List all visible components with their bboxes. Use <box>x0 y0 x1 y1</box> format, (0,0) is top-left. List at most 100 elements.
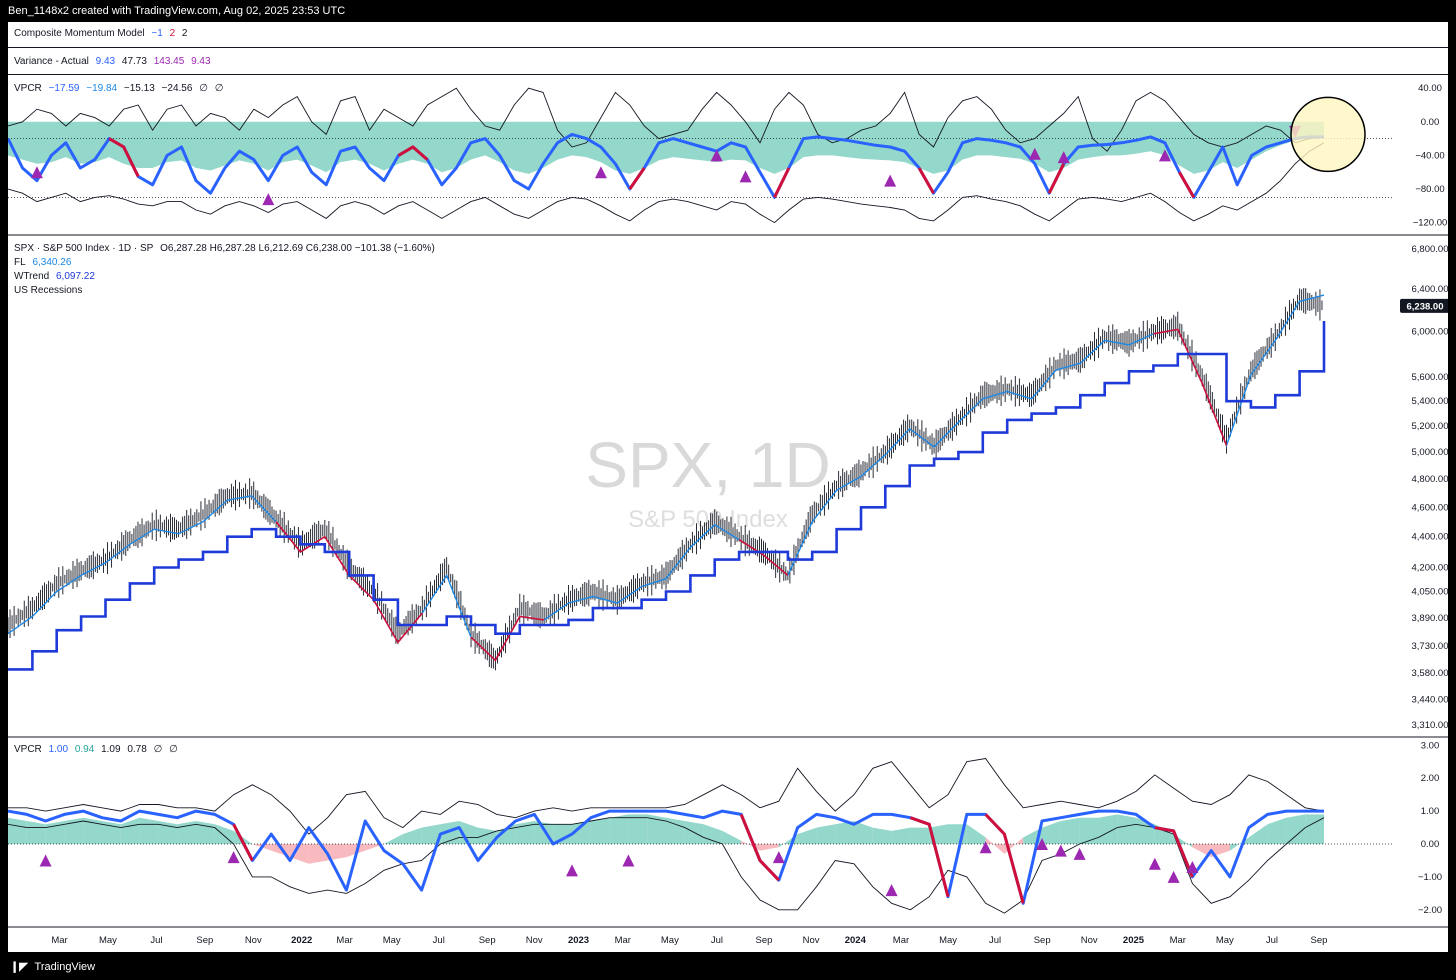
vpcr-bottom-y-tick: −2.00 <box>1418 905 1442 916</box>
date-tick-label: Sep <box>1034 935 1051 946</box>
vpcr-bottom-v2: 0.94 <box>74 744 95 755</box>
wtrend-legend[interactable]: WTrend 6,097.22 <box>14 271 99 282</box>
vpcr-bottom-line <box>8 809 1324 905</box>
vpcr-top-v6: ∅ <box>214 83 224 94</box>
vpcr-top-red-segment <box>628 167 646 190</box>
vpcr-bottom-fill <box>290 844 309 864</box>
signal-up-triangle-icon <box>262 193 275 206</box>
highlight-circle <box>1290 96 1366 173</box>
price-y-tick: 6,400.00 <box>1412 284 1448 295</box>
signal-up-triangle-icon <box>1186 861 1199 874</box>
pane-divider[interactable] <box>8 74 1448 75</box>
vpcr-bottom-red-segment <box>739 813 780 882</box>
date-tick-label: Mar <box>336 935 352 946</box>
vpcr-top-name: VPCR <box>14 83 42 94</box>
vpcr-top-red-segment <box>1047 163 1066 194</box>
price-ohlc: O6,287.28 H6,287.28 L6,212.69 C6,238.00 … <box>160 243 435 254</box>
price-y-tick: 5,200.00 <box>1412 421 1448 432</box>
vpcr-bottom-fill <box>402 827 422 845</box>
vpcr-bottom-y-tick: −1.00 <box>1418 872 1442 883</box>
vpcr-bottom-fill <box>1117 814 1136 845</box>
vpcr-bottom-upper-band <box>8 758 1325 835</box>
vpcr-top-v3: −15.13 <box>123 83 155 94</box>
price-legend-line1[interactable]: SPX · S&P 500 Index · 1D · SP O6,287.28 … <box>14 243 439 254</box>
signal-up-triangle-icon <box>1054 844 1067 857</box>
vpcr-bottom-fill <box>421 824 441 845</box>
date-tick-label: 2024 <box>845 935 867 946</box>
price-y-tick: 4,050.00 <box>1412 587 1448 598</box>
credit-bar: Ben_1148x2 created with TradingView.com,… <box>0 0 1456 22</box>
variance-v1: 9.43 <box>95 56 116 67</box>
date-tick-label: Jul <box>1266 935 1278 946</box>
pane-divider[interactable] <box>8 47 1448 48</box>
vpcr-top-y-tick: 0.00 <box>1421 117 1440 128</box>
vpcr-bottom-fill <box>985 837 1005 854</box>
signal-up-triangle-icon <box>710 149 723 162</box>
signal-up-triangle-icon <box>1148 857 1161 870</box>
signal-up-triangle-icon <box>566 864 578 877</box>
date-tick-label: May <box>99 935 117 946</box>
vpcr-top-v5: ∅ <box>199 83 208 94</box>
price-y-tick: 5,600.00 <box>1412 372 1448 383</box>
variance-legend[interactable]: Variance - Actual 9.43 47.73 143.45 9.43 <box>14 56 215 67</box>
vpcr-bottom-fill <box>1211 844 1230 858</box>
price-y-tick: 4,200.00 <box>1412 562 1448 573</box>
vpcr-top-line <box>8 132 1324 199</box>
vpcr-top-y-tick: 40.00 <box>1418 83 1442 94</box>
price-y-tick: 3,890.00 <box>1412 613 1448 624</box>
vpcr-top-v2: −19.84 <box>86 83 118 94</box>
vpcr-bottom-fill <box>741 840 760 851</box>
vpcr-bottom-y-tick: 1.00 <box>1421 806 1440 817</box>
vpcr-bottom-legend[interactable]: VPCR 1.00 0.94 1.09 0.78 ∅ ∅ <box>14 744 182 755</box>
last-price-badge <box>1400 298 1448 313</box>
signal-up-triangle-icon <box>1167 870 1180 883</box>
price-y-tick: 6,000.00 <box>1412 327 1448 338</box>
recessions-label: US Recessions <box>14 285 83 296</box>
vpcr-bottom-fill <box>553 824 572 845</box>
vpcr-bottom-fill <box>872 827 892 845</box>
vpcr-bottom-fill <box>666 817 685 845</box>
date-tick-label: May <box>1216 935 1234 946</box>
chart-frame[interactable]: Composite Momentum Model −1 2 2 Variance… <box>8 22 1448 952</box>
variance-v2: 47.73 <box>121 56 147 67</box>
date-tick-label: May <box>383 935 401 946</box>
date-tick-label: Sep <box>196 935 213 946</box>
vpcr-bottom-fill <box>1042 820 1061 845</box>
date-tick-label: Sep <box>479 935 496 946</box>
price-y-tick: 3,440.00 <box>1412 694 1448 705</box>
date-tick-label: Jul <box>433 935 445 946</box>
date-tick-label: May <box>661 935 679 946</box>
vpcr-bottom-fill <box>891 827 911 845</box>
fl-red-segment <box>470 615 545 662</box>
vpcr-bottom-red-segment <box>984 813 1025 904</box>
price-y-tick: 3,730.00 <box>1412 641 1448 652</box>
last-price-label: 6,238.00 <box>1407 301 1444 312</box>
vpcr-bottom-v6: ∅ <box>169 744 178 755</box>
vpcr-bottom-fill <box>797 827 817 845</box>
vpcr-bottom-fill <box>966 824 986 845</box>
recessions-legend[interactable]: US Recessions <box>14 285 86 296</box>
wtrend-value: 6,097.22 <box>55 271 95 282</box>
vpcr-bottom-fill <box>1060 817 1080 845</box>
vpcr-bottom-v1: 1.00 <box>48 744 69 755</box>
vpcr-bottom-fill <box>26 820 46 845</box>
vpcr-top-upper-band <box>8 87 1325 152</box>
signal-up-triangle-icon <box>1073 847 1086 860</box>
date-tick-label: Mar <box>893 935 909 946</box>
signal-up-triangle-icon <box>1158 149 1171 162</box>
vpcr-top-legend[interactable]: VPCR −17.59 −19.84 −15.13 −24.56 ∅ ∅ <box>14 83 227 94</box>
fl-legend[interactable]: FL 6,340.26 <box>14 257 75 268</box>
vpcr-bottom-fill <box>1305 814 1324 845</box>
vpcr-bottom-fill <box>496 824 516 845</box>
date-tick-label: May <box>939 935 957 946</box>
composite-legend[interactable]: Composite Momentum Model −1 2 2 <box>14 28 191 39</box>
credit-text: Ben_1148x2 created with TradingView.com,… <box>8 5 346 17</box>
vpcr-bottom-fill <box>1248 824 1268 845</box>
vpcr-bottom-fill <box>647 814 666 845</box>
vpcr-bottom-y-tick: 0.00 <box>1421 839 1440 850</box>
fl-red-segment <box>738 539 789 577</box>
signal-up-triangle-icon <box>772 851 785 864</box>
vpcr-bottom-red-segment <box>909 816 950 898</box>
signal-up-triangle-icon <box>227 851 240 864</box>
